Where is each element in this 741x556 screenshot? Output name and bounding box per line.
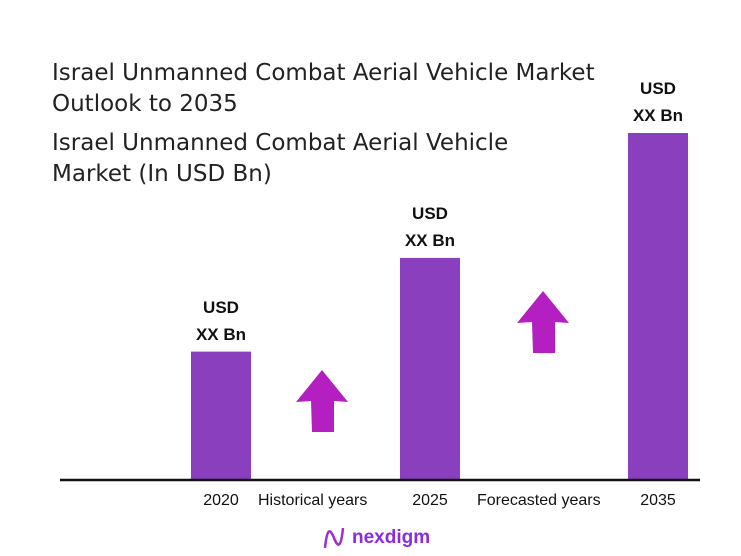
- bar-2020: [191, 351, 251, 480]
- x-tick-label: 2035: [640, 492, 676, 509]
- growth-arrow-icon: [296, 370, 348, 432]
- chart-subtitle: Israel Unmanned Combat Aerial Vehicle Ma…: [52, 130, 509, 187]
- data-label: USD XX Bn: [632, 79, 684, 125]
- chart-title: Israel Unmanned Combat Aerial Vehicle Ma…: [52, 60, 595, 117]
- growth-arrow-icon: [517, 291, 569, 353]
- bar-2035: [628, 133, 688, 480]
- data-label: USD XX Bn: [404, 203, 456, 250]
- x-tick-label: 2020: [203, 492, 239, 509]
- annotation-forecasted: Forecasted years: [477, 492, 601, 509]
- x-tick-label: 2025: [412, 492, 448, 509]
- nexdigm-logo: nexdigm: [322, 526, 430, 550]
- logo-text: nexdigm: [352, 527, 431, 548]
- annotation-historical: Historical years: [258, 492, 368, 509]
- data-label: USD XX Bn: [195, 297, 247, 344]
- bar-2025: [400, 257, 460, 480]
- nexdigm-logo-icon: [323, 527, 345, 549]
